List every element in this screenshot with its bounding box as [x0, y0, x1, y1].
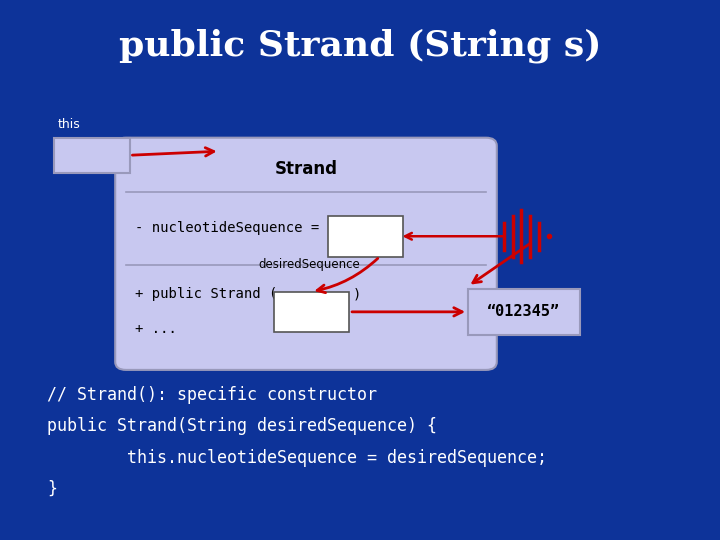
FancyBboxPatch shape — [115, 138, 497, 370]
Text: desiredSequence: desiredSequence — [258, 258, 361, 271]
Text: // Strand(): specific constructor: // Strand(): specific constructor — [47, 386, 377, 404]
Text: public Strand(String desiredSequence) {: public Strand(String desiredSequence) { — [47, 417, 437, 435]
Text: - nucleotideSequence =: - nucleotideSequence = — [135, 221, 319, 235]
Text: Strand: Strand — [274, 160, 338, 178]
Text: + ...: + ... — [135, 322, 176, 336]
Text: }: } — [47, 480, 57, 498]
Bar — [274, 292, 349, 332]
Bar — [468, 289, 580, 335]
Text: “012345”: “012345” — [487, 305, 560, 319]
Bar — [328, 216, 403, 256]
Text: this: this — [58, 118, 81, 131]
Text: public Strand (String s): public Strand (String s) — [119, 29, 601, 63]
Text: this.nucleotideSequence = desiredSequence;: this.nucleotideSequence = desiredSequenc… — [47, 449, 546, 467]
Bar — [54, 138, 130, 173]
Text: ): ) — [353, 287, 361, 301]
Text: + public Strand (: + public Strand ( — [135, 287, 277, 301]
